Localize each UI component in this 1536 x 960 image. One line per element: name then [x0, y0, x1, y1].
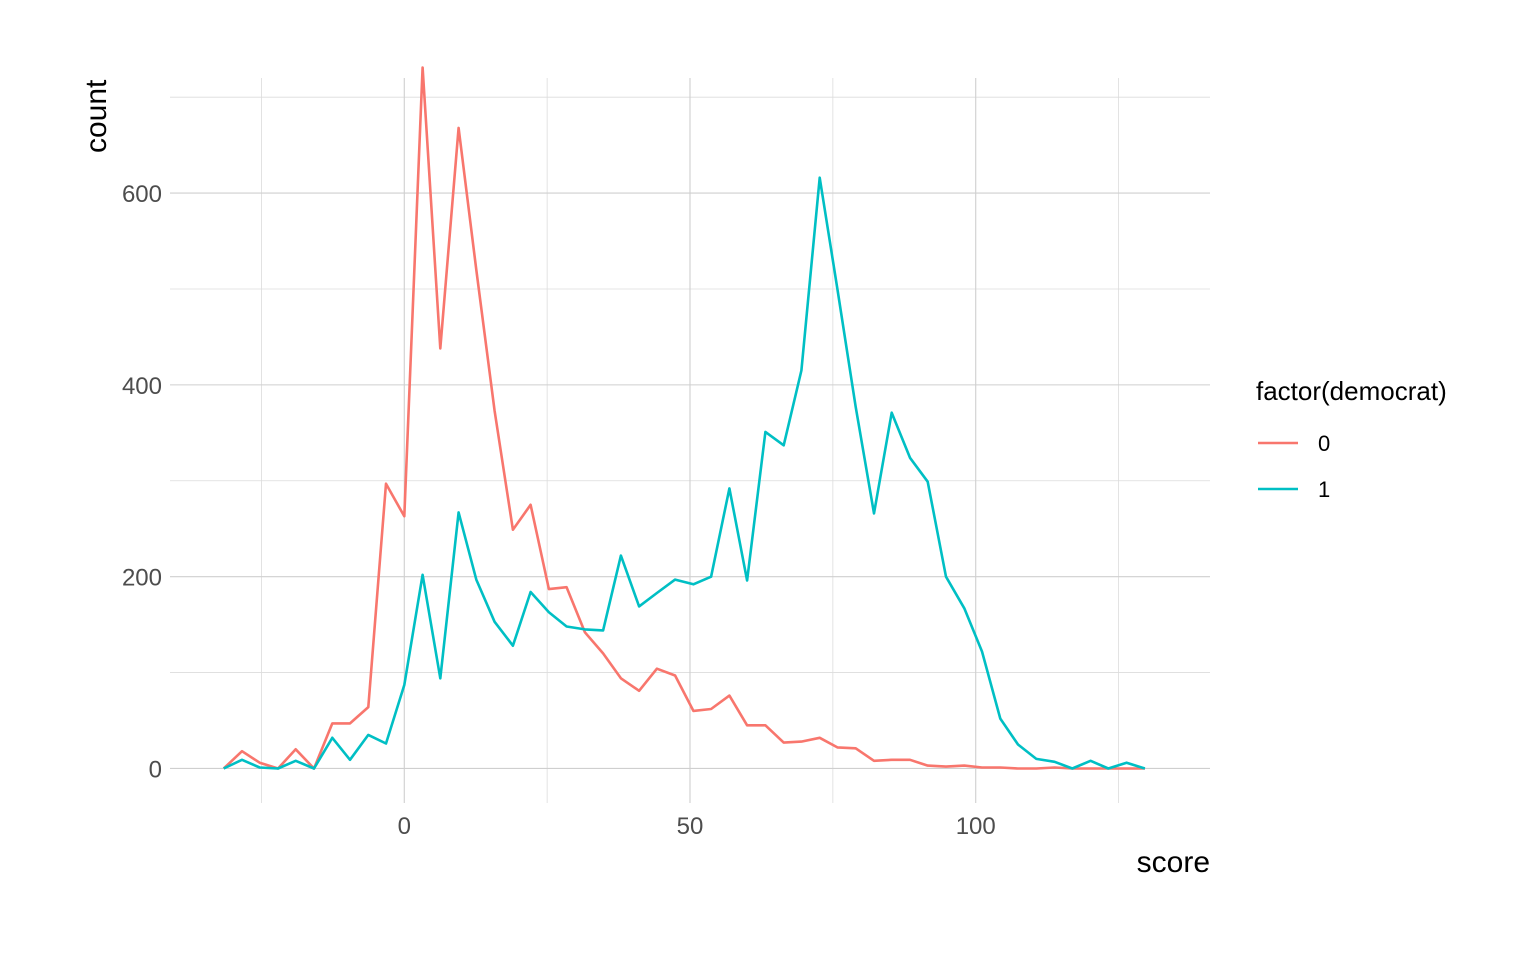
y-tick-label: 0: [149, 756, 162, 783]
legend-label-0: 0: [1318, 431, 1330, 456]
x-tick-label: 50: [677, 813, 704, 840]
x-tick-label: 100: [956, 813, 996, 840]
series-line-0: [222, 66, 1145, 770]
x-axis-tick-labels: 0 50 100: [398, 813, 996, 840]
y-tick-label: 400: [122, 373, 162, 400]
series-lines: [222, 66, 1146, 770]
series-line-1: [223, 176, 1146, 770]
legend: factor(democrat) 01: [1256, 376, 1447, 502]
y-axis-tick-labels: 0 200 400 600: [122, 181, 162, 783]
y-tick-label: 200: [122, 565, 162, 592]
x-tick-label: 0: [398, 813, 411, 840]
x-axis-title: score: [1137, 846, 1210, 879]
y-tick-label: 600: [122, 181, 162, 208]
legend-label-1: 1: [1318, 477, 1330, 502]
legend-title: factor(democrat): [1256, 376, 1447, 406]
major-gridlines: [170, 78, 1210, 803]
y-axis-title: count: [80, 79, 113, 153]
legend-items: 01: [1258, 431, 1330, 502]
